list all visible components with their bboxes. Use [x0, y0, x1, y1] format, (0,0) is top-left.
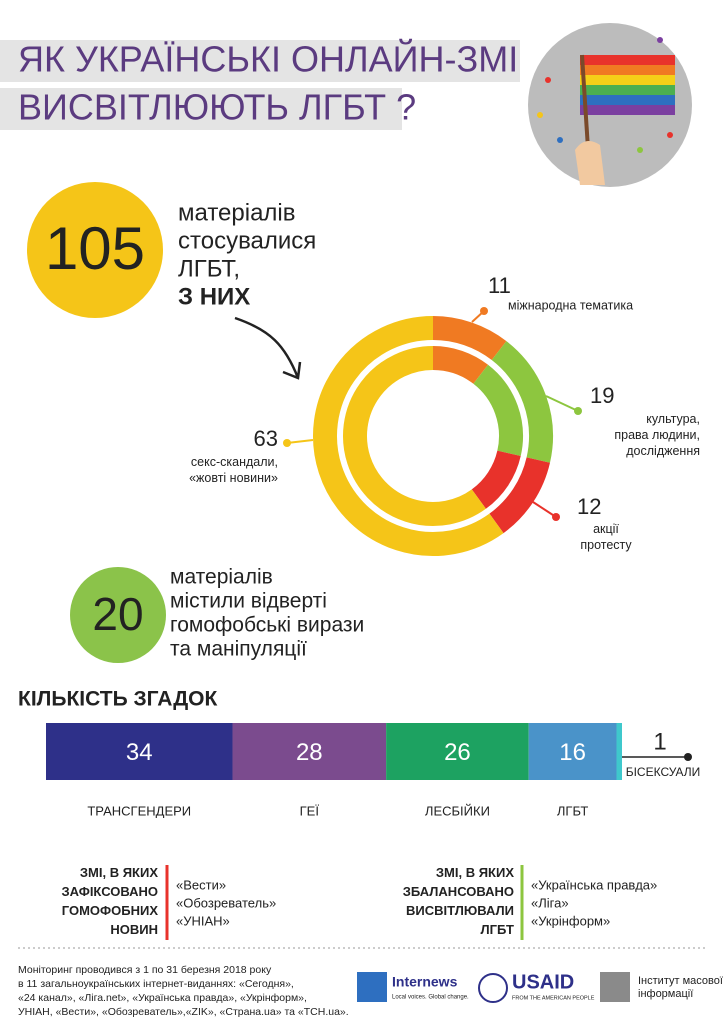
- value-label: 12: [577, 494, 601, 519]
- title-band: [0, 88, 402, 130]
- title-line: ВИСВІТЛЮЮТЬ ЛГБТ ?: [18, 87, 416, 128]
- bar-segment: [386, 723, 529, 780]
- footer-text: УНІАН, «Вести», «Обозреватель»,«ZIK», «С…: [18, 1006, 349, 1018]
- list-item: «Обозреватель»: [176, 895, 276, 910]
- leader-dot: [684, 753, 692, 761]
- list-item: «Українська правда»: [531, 877, 657, 892]
- segment-label: міжнародна тематика: [508, 298, 633, 312]
- value-label: 34: [126, 739, 153, 766]
- list-heading: ЗМІ, В ЯКИХ ЗАФІКСОВАНО ГОМОФОБНИХ НОВИН: [62, 865, 159, 937]
- footer-text: в 11 загальноукраїнських інтернет-виданн…: [18, 978, 294, 990]
- flag-illustration: [528, 23, 692, 187]
- list-item: «УНІАН»: [176, 913, 230, 928]
- donut-segment: [473, 364, 523, 457]
- value-label: 11: [488, 273, 511, 298]
- logo-text: Інститут масової інформації: [638, 975, 723, 1000]
- leader-dot: [552, 513, 560, 521]
- leader-line: [286, 439, 314, 444]
- leader-dot: [283, 439, 291, 447]
- logo-text: FROM THE AMERICAN PEOPLE: [512, 995, 595, 1001]
- list-item: «Ліга»: [531, 895, 569, 910]
- category-label: ЛГБТ: [557, 803, 589, 818]
- leader-line: [545, 395, 579, 412]
- title-line: ЯК УКРАЇНСЬКІ ОНЛАЙН-ЗМІ: [18, 38, 518, 80]
- value-label: 26: [444, 739, 471, 766]
- bar-segment: [616, 723, 622, 780]
- value-label: 28: [296, 739, 323, 766]
- bar-title: КІЛЬКІСТЬ ЗГАДОК: [18, 688, 218, 711]
- donut-segment: [313, 316, 504, 556]
- arrow: [234, 316, 302, 380]
- logo-text: Local voices. Global change.: [392, 995, 469, 1001]
- segment-label: культура, права людини, дослідження: [614, 412, 700, 458]
- leader-line: [532, 501, 557, 518]
- leader-dot: [480, 307, 488, 315]
- donut-segment: [343, 346, 486, 526]
- list-item: «Укрінформ»: [531, 913, 610, 928]
- donut-segment: [491, 341, 553, 463]
- donut-segment: [471, 450, 521, 509]
- segment-label: акції протесту: [580, 522, 632, 552]
- stat-text: містили відверті: [170, 590, 327, 613]
- logo-mark: [478, 973, 508, 1003]
- donut-segment: [432, 316, 507, 361]
- footer-text: «24 канал», «Ліга.net», «Українська прав…: [18, 992, 307, 1004]
- logo-text: Internews: [392, 974, 458, 990]
- stat-circle: [70, 567, 166, 663]
- bar-segment: [528, 723, 617, 780]
- title-band: [0, 40, 520, 82]
- stat-circle: [27, 182, 163, 318]
- value-label: 1: [653, 728, 666, 755]
- stat-text: стосувалися: [178, 227, 316, 254]
- value-label: 19: [590, 383, 614, 408]
- category-label: ЛЕСБІЙКИ: [425, 803, 490, 818]
- stat-text: та маніпуляції: [170, 638, 307, 661]
- donut-segment: [489, 456, 550, 534]
- logo-mark: [357, 972, 387, 1002]
- stat-emphasis: З НИХ: [178, 283, 250, 310]
- segment-label: секс-скандали, «жовті новини»: [189, 455, 278, 485]
- list-heading: ЗМІ, В ЯКИХ ЗБАЛАНСОВАНО ВИСВІТЛЮВАЛИ ЛГБТ: [403, 865, 515, 937]
- value-label: 16: [559, 739, 586, 766]
- category-label: ТРАНСГЕНДЕРИ: [87, 803, 191, 818]
- stat-number: 20: [92, 588, 143, 640]
- stat-text: ЛГБТ,: [178, 255, 240, 282]
- category-label: БІСЕКСУАЛИ: [626, 765, 701, 779]
- donut-segment: [432, 346, 489, 385]
- logo-mark: [600, 972, 630, 1002]
- stat-text: матеріалів: [170, 566, 273, 589]
- bar-segment: [46, 723, 233, 780]
- footer-text: Моніторинг проводився з 1 по 31 березня …: [18, 964, 272, 976]
- stat-text: гомофобські вирази: [170, 614, 364, 637]
- list-item: «Вести»: [176, 877, 226, 892]
- bar-segment: [232, 723, 387, 780]
- logo-text: USAID: [512, 971, 574, 993]
- category-label: ГЕЇ: [300, 803, 320, 818]
- value-label: 63: [254, 426, 278, 451]
- stat-text: матеріалів: [178, 199, 296, 226]
- stat-number: 105: [45, 215, 145, 282]
- leader-dot: [574, 407, 582, 415]
